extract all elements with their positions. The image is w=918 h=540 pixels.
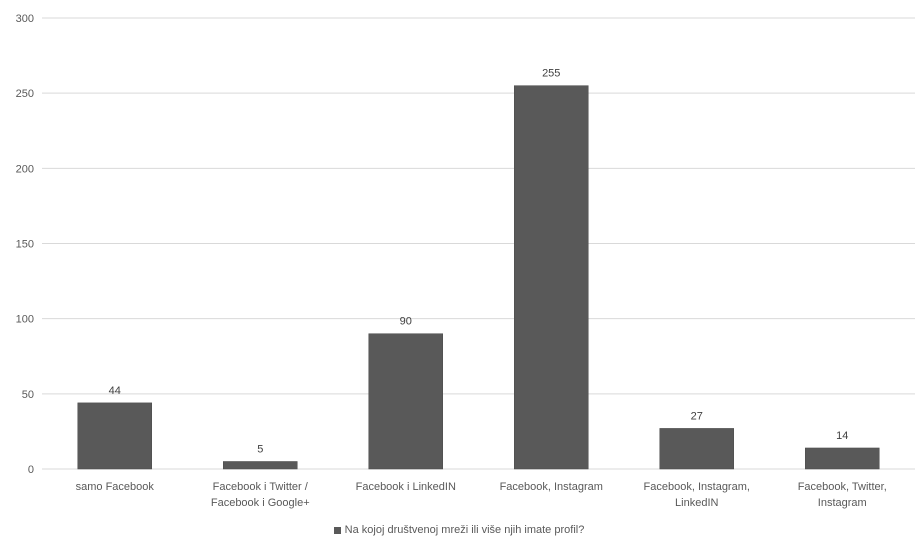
bar <box>805 447 880 470</box>
x-tick-label: Facebook, Instagram <box>500 481 603 493</box>
data-label: 27 <box>691 410 703 422</box>
y-tick-label: 100 <box>16 314 34 326</box>
y-tick-label: 300 <box>16 13 34 25</box>
bar <box>368 333 443 470</box>
data-label: 255 <box>542 68 560 80</box>
x-tick-label: samo Facebook <box>76 481 155 493</box>
x-tick-label: Facebook i LinkedIN <box>356 481 456 493</box>
x-tick-label: Facebook i Google+ <box>211 497 310 509</box>
bar <box>659 428 734 470</box>
data-label: 14 <box>836 430 848 442</box>
data-label: 90 <box>400 316 412 328</box>
legend-label: Na kojoj društvenoj mreži ili više njih … <box>344 524 585 536</box>
legend: Na kojoj društvenoj mreži ili više njih … <box>0 524 918 536</box>
x-tick-label: Instagram <box>818 497 867 509</box>
bar <box>77 402 152 470</box>
y-tick-label: 50 <box>22 389 34 401</box>
y-tick-label: 0 <box>28 464 34 476</box>
x-tick-label: Facebook, Instagram, <box>644 481 750 493</box>
y-tick-label: 150 <box>16 239 34 251</box>
y-tick-label: 200 <box>16 163 34 175</box>
data-label: 44 <box>109 385 121 397</box>
y-tick-label: 250 <box>16 88 34 100</box>
x-tick-label: LinkedIN <box>675 497 718 509</box>
x-tick-label: Facebook, Twitter, <box>798 481 887 493</box>
legend-swatch <box>333 526 341 534</box>
bar-chart: 0 50 100 150 200 250 300 44 samo Facebook 5 Facebo… <box>16 13 915 509</box>
data-label: 5 <box>257 443 263 455</box>
x-tick-label: Facebook i Twitter / <box>213 481 309 493</box>
bar <box>514 85 589 470</box>
bar <box>223 461 298 470</box>
